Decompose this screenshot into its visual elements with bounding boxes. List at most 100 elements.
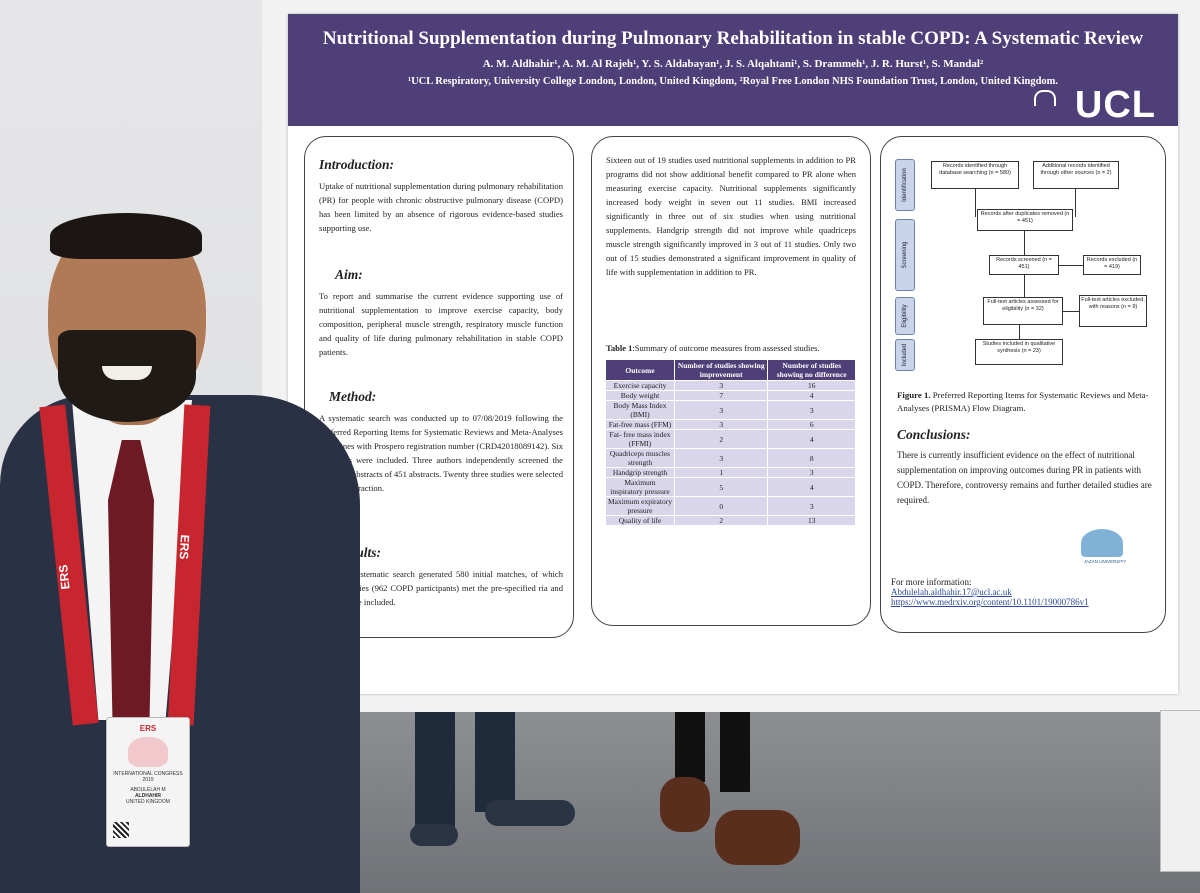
badge-qr-code xyxy=(113,822,129,838)
aim-text: To report and summarise the current evid… xyxy=(319,291,563,357)
prisma-stage-identification: Identification xyxy=(895,159,915,211)
table-cell: Quadriceps muscles strength xyxy=(605,448,675,468)
results-summary-text: Sixteen out of 19 studies used nutrition… xyxy=(606,155,856,277)
right-panel: Identification Screening Eligibility Inc… xyxy=(880,136,1166,633)
table-cell: Handgrip strength xyxy=(605,467,675,478)
introduction-heading: Introduction: xyxy=(319,157,395,172)
table-row: Exercise capacity 3 16 xyxy=(605,380,856,391)
table-cell: 1 xyxy=(673,467,769,478)
adjacent-poster xyxy=(1160,710,1200,872)
ucl-dome-icon xyxy=(1034,90,1056,106)
prisma-stage-screening: Screening xyxy=(895,219,915,291)
prisma-box-identified: Records identified through database sear… xyxy=(931,161,1019,189)
table-cell: 3 xyxy=(673,419,769,430)
table-caption-text: :Summary of outcome measures from assess… xyxy=(632,343,820,353)
table-caption-label: Table 1 xyxy=(606,343,633,353)
table-cell: 8 xyxy=(767,448,856,468)
table-cell: Quality of life xyxy=(605,515,675,526)
conclusions-text: There is currently insufficient evidence… xyxy=(897,450,1152,505)
badge-location: UNITED KINGDOM xyxy=(126,799,170,805)
table-row: Body Mass Index (BMI) 3 3 xyxy=(605,400,856,420)
more-info-section: For more information: Abdulelah.aldhahir… xyxy=(891,577,1159,607)
jazan-logo-emblem xyxy=(1081,529,1123,557)
lanyard-text-right: ERS xyxy=(176,534,192,560)
table-caption: Table 1:Summary of outcome measures from… xyxy=(606,343,866,353)
poster-authors: A. M. Aldhahir¹, A. M. Al Rajeh¹, Y. S. … xyxy=(482,58,984,70)
table-cell: Maximum expiratory pressure xyxy=(605,496,675,516)
legs-visitor-right xyxy=(660,712,810,872)
lanyard-text-left: ERS xyxy=(56,563,73,591)
legs-visitor-left xyxy=(410,712,575,846)
badge-lungs-icon xyxy=(128,737,168,767)
table-cell: 2 xyxy=(673,515,769,526)
prisma-box-after-duplicates: Records after duplicates removed (n = 45… xyxy=(977,209,1073,231)
table-cell: 3 xyxy=(673,380,769,391)
table-header-improvement: Number of studies showing improvement xyxy=(673,359,769,381)
conclusions-section: Conclusions: There is currently insuffic… xyxy=(897,427,1153,508)
table-cell: Exercise capacity xyxy=(605,380,675,391)
table-header-outcome: Outcome xyxy=(605,359,675,381)
table-cell: 7 xyxy=(673,390,769,401)
aim-heading: Aim: xyxy=(335,267,363,282)
table-cell: 3 xyxy=(767,400,856,420)
middle-panel: Sixteen out of 19 studies used nutrition… xyxy=(591,136,871,626)
prisma-arrow xyxy=(1024,231,1025,255)
poster-affiliations: ¹UCL Respiratory, University College Lon… xyxy=(407,76,1059,87)
table-cell: Body Mass Index (BMI) xyxy=(605,400,675,420)
table-cell: 13 xyxy=(767,515,856,526)
prisma-diagram: Identification Screening Eligibility Inc… xyxy=(887,147,1157,371)
table-cell: 4 xyxy=(767,429,856,449)
table-cell: 3 xyxy=(673,400,769,420)
results-text: e systematic search generated 580 initia… xyxy=(345,569,563,607)
table-cell: 16 xyxy=(767,380,856,391)
table-cell: 2 xyxy=(673,429,769,449)
table-cell: 6 xyxy=(767,419,856,430)
prisma-arrow xyxy=(975,189,976,217)
table-cell: 4 xyxy=(767,390,856,401)
prisma-arrow xyxy=(1063,311,1079,312)
badge-name-line1: ABDULELAH M xyxy=(130,787,166,793)
jazan-logo-text: JAZAN UNIVERSITY xyxy=(1083,559,1127,564)
table-cell: 3 xyxy=(767,467,856,478)
contact-email-link[interactable]: Abdulelah.aldhahir.17@ucl.ac.uk xyxy=(891,587,1012,597)
table-cell: 5 xyxy=(673,477,769,497)
prisma-box-fulltext: Full-text articles assessed for eligibil… xyxy=(983,297,1063,325)
jazan-university-logo: JAZAN UNIVERSITY xyxy=(1073,529,1137,569)
presenter: ERS ERS ERS INTERNATIONAL CONGRESS 2019 … xyxy=(0,0,360,893)
prisma-box-screened: Records screened (n = 451) xyxy=(989,255,1059,275)
congress-badge: ERS INTERNATIONAL CONGRESS 2019 ABDULELA… xyxy=(106,717,190,847)
badge-name-line2: ALDHAHIR xyxy=(134,793,162,799)
table-row: Maximum expiratory pressure 0 3 xyxy=(605,496,856,516)
table-cell: 0 xyxy=(673,496,769,516)
poster-header: Nutritional Supplementation during Pulmo… xyxy=(288,14,1178,126)
badge-event: INTERNATIONAL CONGRESS 2019 xyxy=(113,771,183,783)
table-row: Quadriceps muscles strength 3 8 xyxy=(605,448,856,468)
table-header-no-difference: Number of studies showing no difference xyxy=(767,359,856,381)
introduction-text: Uptake of nutritional supplementation du… xyxy=(319,181,563,233)
table-cell: 4 xyxy=(767,477,856,497)
prisma-box-included: Studies included in qualitative synthesi… xyxy=(975,339,1063,365)
prisma-box-fulltext-excluded: Full-text articles excluded, with reason… xyxy=(1079,295,1147,327)
table-row: Quality of life 2 13 xyxy=(605,515,856,526)
prisma-arrow xyxy=(1075,189,1076,217)
table-row: Body weight 7 4 xyxy=(605,390,856,401)
introduction-section: Introduction: Uptake of nutritional supp… xyxy=(319,157,563,235)
research-poster: Nutritional Supplementation during Pulmo… xyxy=(288,14,1178,694)
table-cell: 3 xyxy=(767,496,856,516)
table-cell: Fat- free mass index (FFMI) xyxy=(605,429,675,449)
more-info-label: For more information: xyxy=(891,577,972,587)
medrxiv-url-link[interactable]: https://www.medrxiv.org/content/10.1101/… xyxy=(891,597,1089,607)
table-row: Fat- free mass index (FFMI) 2 4 xyxy=(605,429,856,449)
prisma-box-additional: Additional records identified through ot… xyxy=(1033,161,1119,189)
table-row: Maximum inspiratory pressure 5 4 xyxy=(605,477,856,497)
presenter-hair xyxy=(50,213,202,259)
aim-section: Aim: To report and summarise the current… xyxy=(319,267,563,359)
presenter-smile xyxy=(102,366,152,380)
prisma-box-excluded: Records excluded (n = 419) xyxy=(1083,255,1141,275)
figure-caption-text: Preferred Reporting Items for Systematic… xyxy=(897,390,1149,413)
prisma-arrow xyxy=(1059,265,1083,266)
table-cell: Body weight xyxy=(605,390,675,401)
table-row: Fat-free mass (FFM) 3 6 xyxy=(605,419,856,430)
table-row: Handgrip strength 1 3 xyxy=(605,467,856,478)
conclusions-heading: Conclusions: xyxy=(897,427,971,442)
